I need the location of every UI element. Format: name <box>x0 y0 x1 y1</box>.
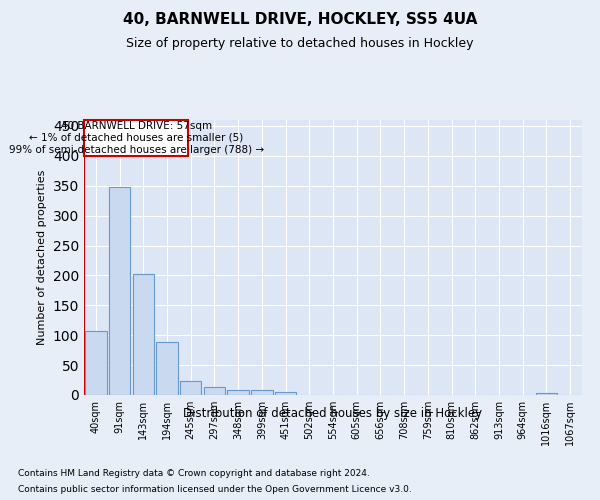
Y-axis label: Number of detached properties: Number of detached properties <box>37 170 47 345</box>
Text: Size of property relative to detached houses in Hockley: Size of property relative to detached ho… <box>126 38 474 51</box>
Bar <box>109 187 130 395</box>
Bar <box>204 386 225 395</box>
Bar <box>180 381 202 395</box>
Bar <box>251 390 272 395</box>
Text: Distribution of detached houses by size in Hockley: Distribution of detached houses by size … <box>184 408 482 420</box>
Bar <box>275 392 296 395</box>
Text: 40 BARNWELL DRIVE: 57sqm: 40 BARNWELL DRIVE: 57sqm <box>61 120 212 130</box>
Text: Contains HM Land Registry data © Crown copyright and database right 2024.: Contains HM Land Registry data © Crown c… <box>18 468 370 477</box>
Bar <box>157 342 178 395</box>
Bar <box>133 274 154 395</box>
Text: 40, BARNWELL DRIVE, HOCKLEY, SS5 4UA: 40, BARNWELL DRIVE, HOCKLEY, SS5 4UA <box>123 12 477 28</box>
Text: Contains public sector information licensed under the Open Government Licence v3: Contains public sector information licen… <box>18 485 412 494</box>
Bar <box>85 331 107 395</box>
Text: 99% of semi-detached houses are larger (788) →: 99% of semi-detached houses are larger (… <box>8 145 264 155</box>
Bar <box>84 120 188 156</box>
Bar <box>227 390 249 395</box>
Bar <box>536 392 557 395</box>
Text: ← 1% of detached houses are smaller (5): ← 1% of detached houses are smaller (5) <box>29 132 243 142</box>
